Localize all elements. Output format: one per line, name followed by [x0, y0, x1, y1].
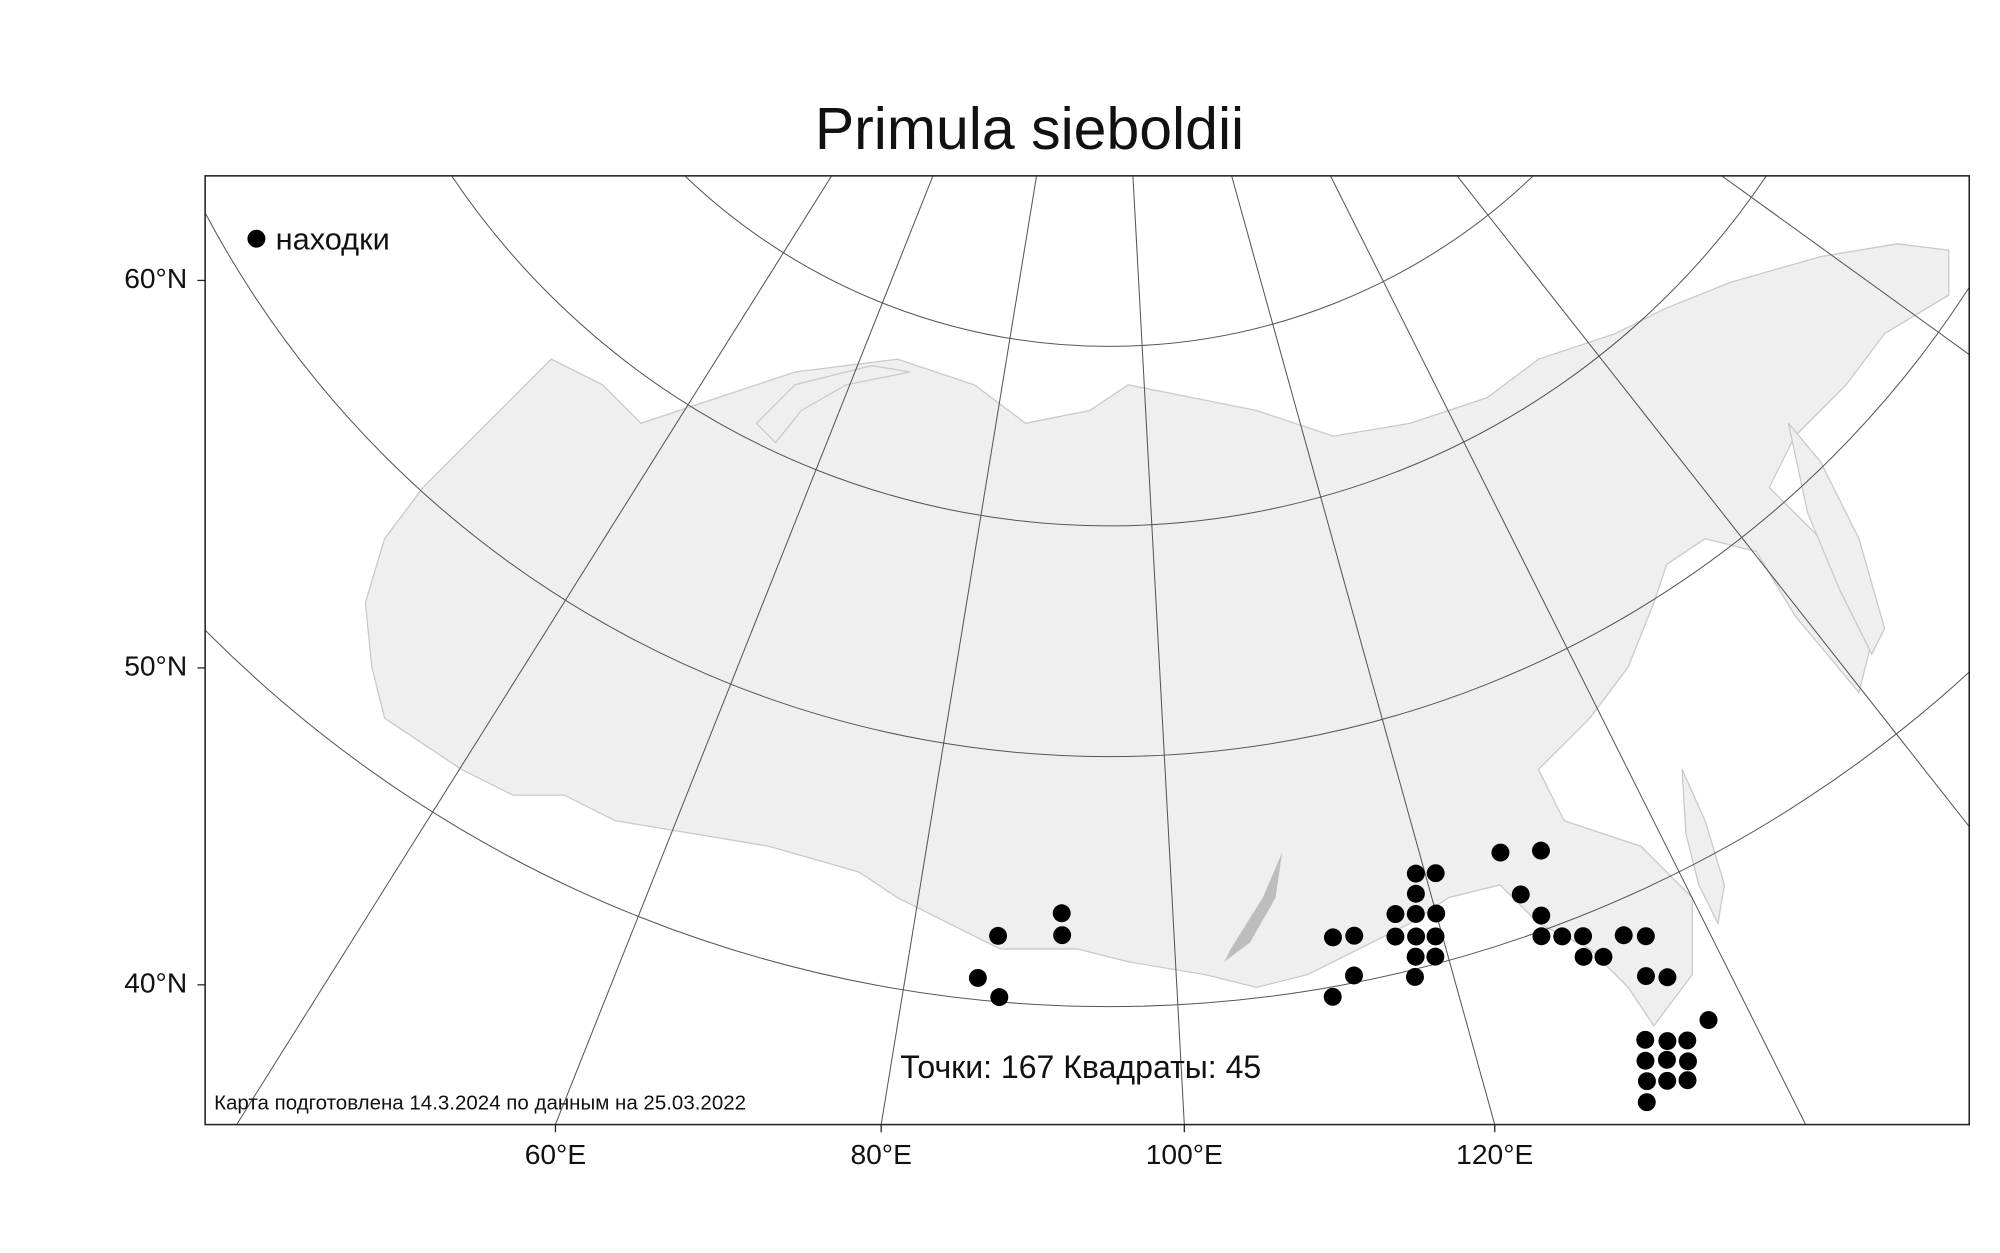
- meridian: [1456, 175, 1970, 828]
- y-tick-label: 60°N: [124, 262, 187, 294]
- finding: [968, 968, 987, 987]
- parallel: [205, 628, 1970, 1007]
- y-tick-label: 40°N: [124, 966, 187, 998]
- y-tick-label: 50°N: [124, 649, 187, 681]
- finding: [1426, 947, 1445, 966]
- finding: [1386, 905, 1405, 924]
- parallel: [205, 211, 1970, 757]
- peninsula: [1787, 422, 1886, 656]
- footnote: Карта подготовлена 14.3.2024 по данным н…: [214, 1091, 746, 1114]
- ticks: 60°N 50°N 40°N 60°E 80°E 100°E 120°E: [124, 262, 1533, 1170]
- points: [968, 841, 1718, 1112]
- summary: Точки: 167 Квадраты: 45: [900, 1049, 1261, 1085]
- finding: [1637, 1072, 1656, 1091]
- finding: [1491, 843, 1510, 862]
- parallel: [451, 175, 1767, 527]
- finding: [1345, 926, 1364, 945]
- finding: [1406, 864, 1425, 883]
- meridian: [1231, 175, 1496, 1125]
- finding: [1657, 1050, 1676, 1069]
- finding: [1323, 987, 1342, 1006]
- finding: [1574, 947, 1593, 966]
- meridian: [1132, 175, 1185, 1125]
- land: [364, 243, 1950, 1027]
- meridian: [236, 175, 833, 1125]
- finding: [1427, 904, 1446, 923]
- finding: [1679, 1052, 1697, 1071]
- finding: [1426, 864, 1445, 883]
- finding: [1511, 885, 1530, 904]
- finding: [1637, 967, 1655, 986]
- parallel: [684, 175, 1534, 347]
- finding: [1699, 1011, 1718, 1030]
- finding: [1531, 841, 1550, 860]
- x-tick-label: 120°E: [1456, 1138, 1533, 1170]
- frame: [204, 175, 1970, 1126]
- finding: [1658, 1071, 1677, 1090]
- finding: [989, 926, 1008, 945]
- finding: [1636, 1051, 1655, 1070]
- legend-label: находки: [276, 221, 390, 256]
- finding: [1406, 947, 1425, 966]
- meridian: [554, 175, 934, 1125]
- finding: [1594, 947, 1613, 966]
- finding: [1532, 927, 1551, 946]
- lake: [1224, 852, 1283, 962]
- finding: [1553, 927, 1572, 946]
- finding: [1053, 926, 1072, 945]
- finding: [1614, 926, 1633, 945]
- finding: [1345, 966, 1363, 985]
- finding: [1637, 1093, 1656, 1112]
- finding: [1386, 927, 1405, 946]
- finding: [1532, 906, 1551, 925]
- finding: [1658, 968, 1677, 987]
- finding: [1406, 967, 1424, 986]
- finding: [1406, 904, 1425, 923]
- finding: [1426, 927, 1445, 946]
- legend-marker: [247, 229, 266, 248]
- finding: [1678, 1071, 1697, 1090]
- x-tick-label: 80°E: [850, 1138, 911, 1170]
- sakhalin: [1681, 769, 1726, 926]
- x-tick-label: 60°E: [525, 1138, 586, 1170]
- finding: [990, 988, 1009, 1007]
- x-tick-label: 100°E: [1146, 1138, 1223, 1170]
- finding: [1323, 928, 1342, 947]
- title: Primula sieboldii: [815, 97, 1244, 162]
- novaya-zemlya: [755, 364, 911, 444]
- finding: [1052, 904, 1071, 923]
- finding: [1658, 1032, 1677, 1051]
- finding: [1636, 1030, 1655, 1049]
- finding: [1636, 927, 1655, 946]
- finding: [1406, 884, 1425, 903]
- finding: [1407, 927, 1426, 946]
- finding: [1574, 927, 1593, 946]
- meridian: [880, 175, 1038, 1125]
- finding: [1678, 1031, 1697, 1050]
- meridian: [1329, 175, 1807, 1125]
